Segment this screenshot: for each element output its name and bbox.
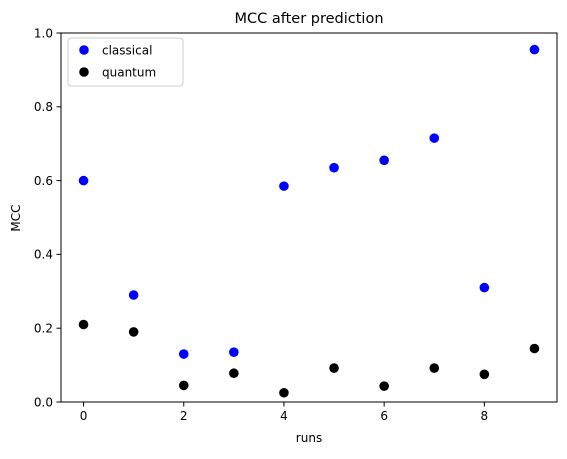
quantum-point [479, 369, 490, 380]
legend-marker-classical [79, 45, 89, 55]
quantum-point [78, 319, 89, 330]
quantum-point [229, 368, 239, 379]
classical-point [479, 282, 490, 293]
y-tick-label: 1.0 [34, 26, 53, 40]
classical-point [78, 175, 89, 186]
x-axis-label: runs [296, 431, 322, 445]
y-tick-label: 0.2 [34, 322, 53, 336]
legend: classical quantum [67, 37, 184, 87]
legend-label-classical: classical [102, 43, 152, 57]
quantum-point [379, 381, 389, 391]
classical-point [229, 347, 239, 357]
y-tick-label: 0.4 [34, 248, 53, 262]
x-tick-label: 8 [481, 409, 489, 423]
classical-point [529, 44, 540, 55]
plot-area: 0 2 4 6 8 0.0 0.2 0.4 0.6 0.8 1.0 [34, 26, 558, 423]
legend-box [67, 37, 184, 87]
y-tick-label: 0.6 [34, 174, 53, 188]
legend-label-quantum: quantum [102, 65, 156, 79]
classical-point [178, 349, 189, 359]
classical-point [279, 181, 289, 191]
series-quantum [78, 319, 540, 398]
classical-point [128, 290, 139, 300]
legend-marker-quantum [79, 67, 89, 77]
quantum-point [279, 387, 289, 398]
x-tick-label: 2 [180, 409, 188, 423]
quantum-point [178, 380, 189, 391]
y-tick-label: 0.0 [34, 395, 53, 409]
quantum-point [529, 343, 540, 354]
x-tick-label: 4 [280, 409, 288, 423]
series-classical [78, 44, 540, 359]
quantum-point [429, 363, 440, 373]
quantum-point [128, 327, 139, 337]
classical-point [379, 155, 389, 166]
classical-point [429, 133, 440, 143]
y-axis-label: MCC [9, 204, 23, 231]
chart-title: MCC after prediction [234, 11, 383, 27]
y-tick-label: 0.8 [34, 100, 53, 114]
x-tick-label: 0 [80, 409, 88, 423]
x-tick-label: 6 [380, 409, 388, 423]
classical-point [329, 162, 339, 173]
axes-frame [60, 32, 558, 403]
quantum-point [329, 363, 339, 373]
